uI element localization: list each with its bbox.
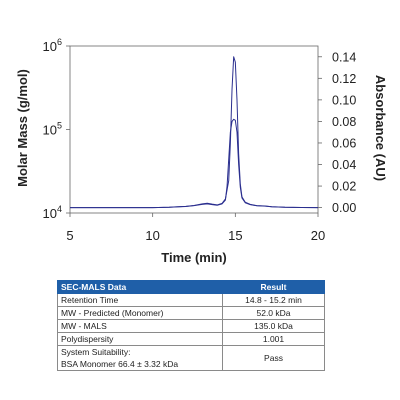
y-axis-ticks: 104 105 106	[43, 37, 70, 221]
series-group	[70, 56, 319, 209]
series-line-1	[70, 56, 319, 209]
table-row: MW - MALS 135.0 kDa	[57, 319, 325, 333]
y2-tick-label: 0.04	[332, 158, 356, 172]
y2-tick-label: 0.00	[332, 201, 356, 215]
y2-tick-label: 0.12	[332, 72, 356, 86]
y2-axis-title: Absorbance (AU)	[373, 75, 388, 181]
row-value: Pass	[222, 345, 325, 371]
x-tick-label: 10	[145, 228, 159, 243]
row-value: 52.0 kDa	[222, 306, 325, 320]
row-label-line2: BSA Monomer 66.4 ± 3.32 kDa	[61, 359, 179, 369]
row-value: 14.8 - 15.2 min	[222, 293, 325, 307]
table-row: Retention Time 14.8 - 15.2 min	[57, 293, 325, 307]
table-row: MW - Predicted (Monomer) 52.0 kDa	[57, 306, 325, 320]
y2-tick-label: 0.08	[332, 115, 356, 129]
row-label: Polydispersity	[57, 332, 223, 346]
series-line-2	[70, 118, 319, 209]
sec-mals-results-table: SEC-MALS Data Result Retention Time 14.8…	[57, 280, 325, 371]
row-label: System Suitability: BSA Monomer 66.4 ± 3…	[57, 345, 223, 371]
y2-tick-label: 0.06	[332, 136, 356, 150]
y-tick-label: 105	[43, 121, 62, 138]
x-tick-label: 15	[228, 228, 242, 243]
table-row: System Suitability: BSA Monomer 66.4 ± 3…	[57, 345, 325, 371]
table-header-row: SEC-MALS Data Result	[57, 280, 325, 294]
y2-axis-ticks: 0.00 0.02 0.04 0.06 0.08 0.10 0.12 0.14	[318, 50, 356, 215]
y2-tick-label: 0.14	[332, 50, 356, 64]
row-label: Retention Time	[57, 293, 223, 307]
row-label: MW - MALS	[57, 319, 223, 333]
table-header-result: Result	[222, 280, 325, 294]
row-label-line1: System Suitability:	[61, 347, 131, 357]
plot-frame	[69, 45, 319, 214]
x-tick-label: 20	[311, 228, 325, 243]
y2-tick-label: 0.10	[332, 93, 356, 107]
table-row: Polydispersity 1.001	[57, 332, 325, 346]
row-value: 1.001	[222, 332, 325, 346]
y-tick-label: 104	[43, 204, 62, 221]
x-tick-label: 5	[66, 228, 73, 243]
y-tick-label: 106	[43, 37, 62, 54]
row-label: MW - Predicted (Monomer)	[57, 306, 223, 320]
y2-tick-label: 0.02	[332, 180, 356, 194]
y-axis-title: Molar Mass (g/mol)	[15, 69, 30, 187]
x-axis-ticks: 5 10 15 20	[66, 213, 325, 243]
row-value: 135.0 kDa	[222, 319, 325, 333]
table-header-label: SEC-MALS Data	[57, 280, 223, 294]
x-axis-title: Time (min)	[161, 250, 227, 265]
